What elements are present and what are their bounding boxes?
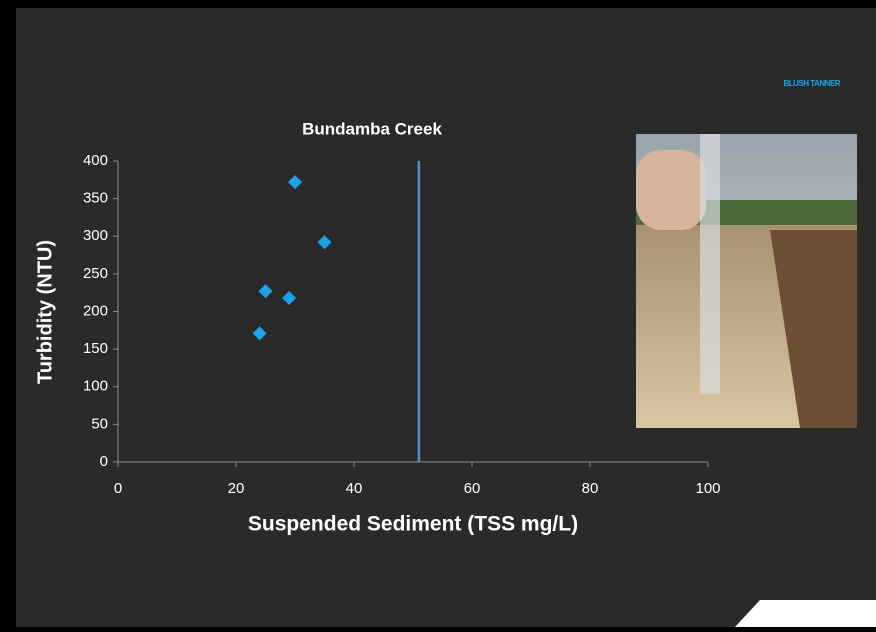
- x-tick-label: 100: [695, 480, 720, 497]
- y-tick-label: 300: [83, 227, 108, 244]
- slide: BLUSH TANNER Bundamba Creek Turbidity (N…: [0, 0, 876, 627]
- x-axis-label: Suspended Sediment (TSS mg/L): [248, 513, 578, 536]
- y-tick-label: 250: [83, 265, 108, 282]
- x-tick-label: 60: [464, 480, 481, 497]
- y-tick-label: 100: [83, 378, 108, 395]
- x-tick-label: 80: [582, 480, 599, 497]
- x-tick-label: 20: [228, 480, 245, 497]
- y-tick-label: 200: [83, 302, 108, 319]
- photo: [636, 134, 857, 428]
- y-tick-label: 350: [83, 190, 108, 207]
- y-axis-label: Turbidity (NTU): [34, 240, 56, 384]
- chart-title: Bundamba Creek: [302, 119, 442, 138]
- x-tick-label: 0: [114, 480, 122, 497]
- y-tick-label: 50: [91, 415, 108, 432]
- y-tick-label: 400: [83, 152, 108, 169]
- logo: BLUSH TANNER: [783, 79, 840, 88]
- y-tick-label: 0: [100, 453, 108, 470]
- x-tick-label: 40: [346, 480, 363, 497]
- y-tick-label: 150: [83, 340, 108, 357]
